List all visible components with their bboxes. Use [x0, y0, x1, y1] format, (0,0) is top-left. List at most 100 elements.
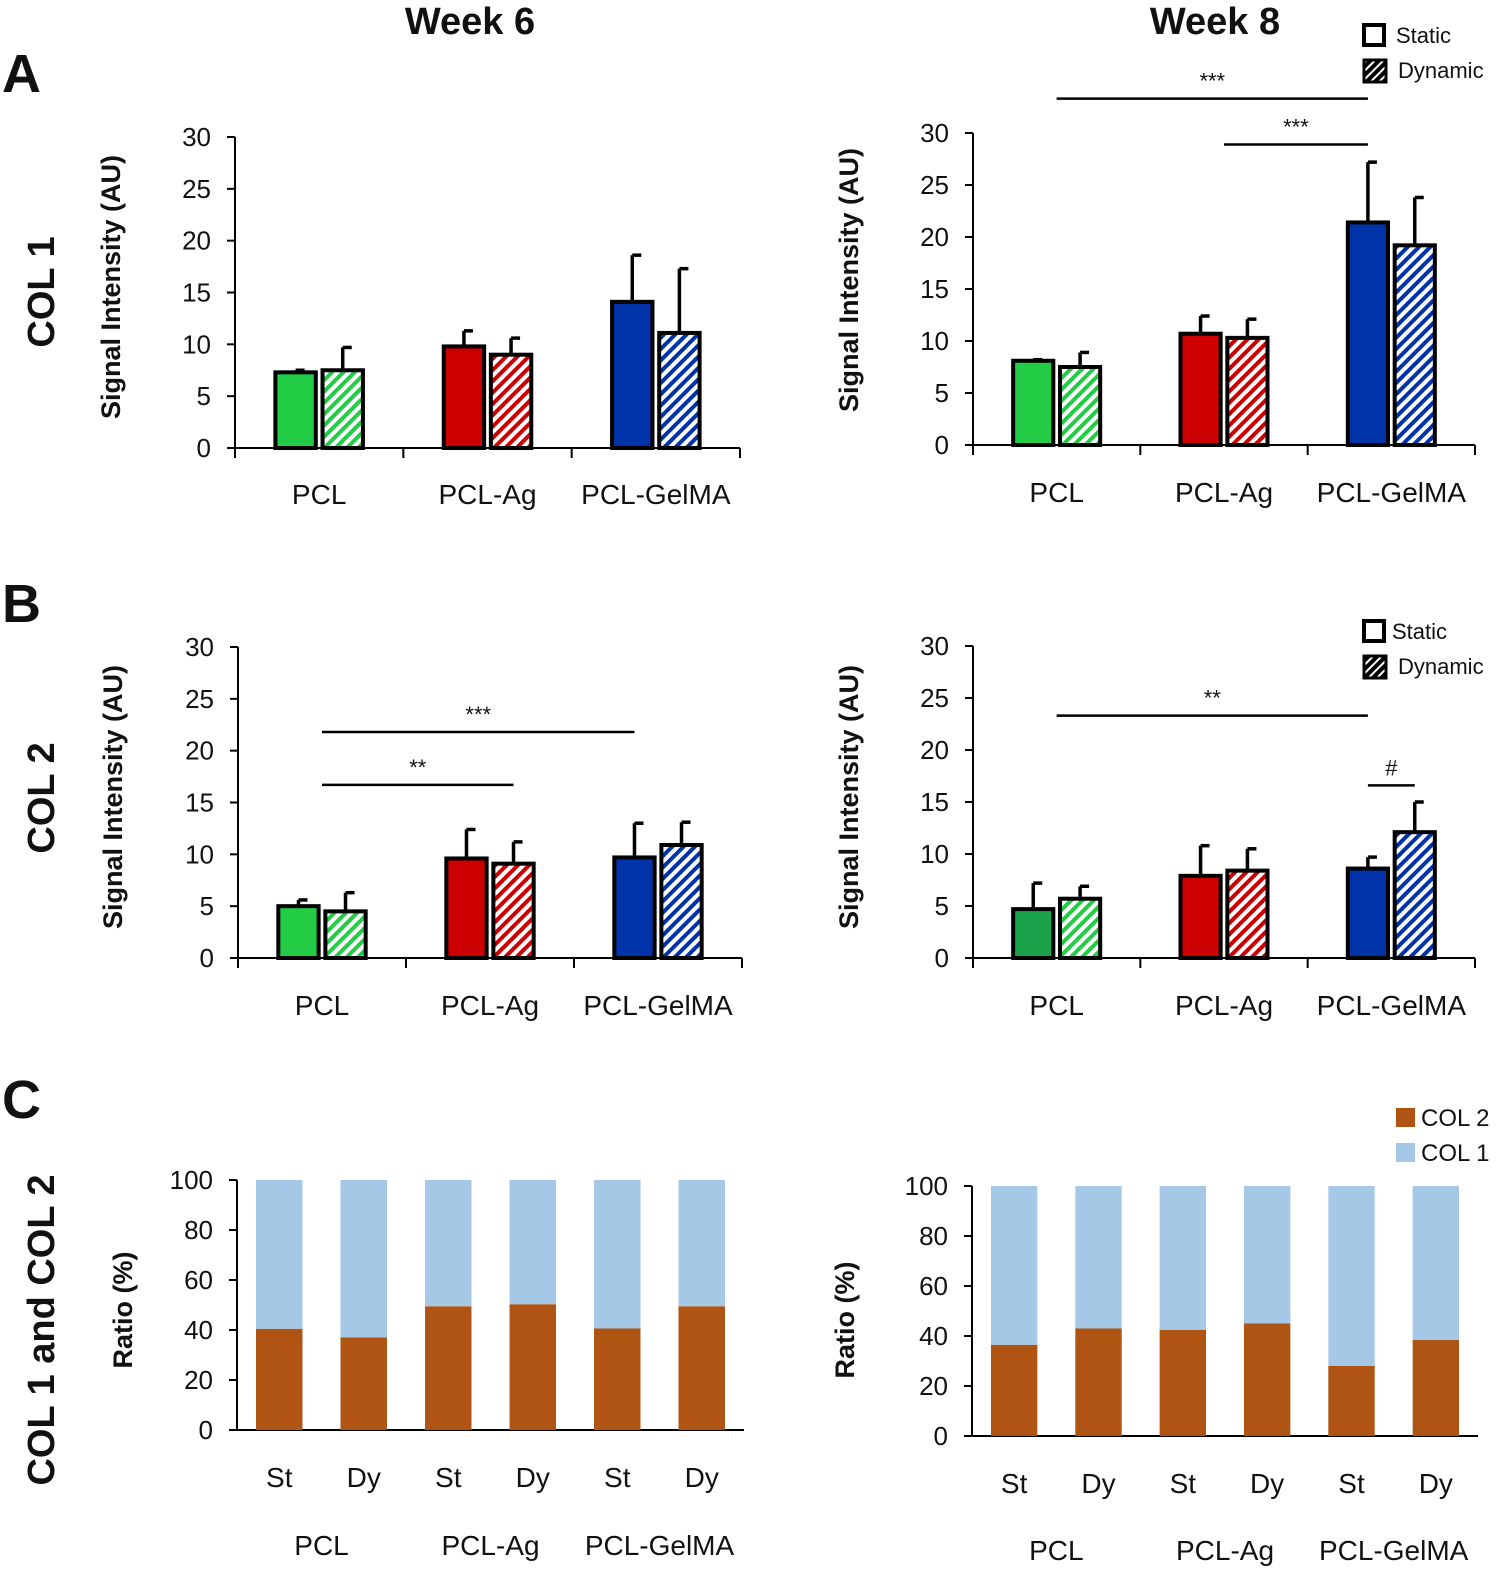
y-tick-label: 15 — [182, 278, 211, 308]
y-tick-label: 0 — [934, 1421, 948, 1451]
x-category-label: PCL-GelMA — [1317, 477, 1467, 508]
stacked-segment-col1 — [1075, 1186, 1122, 1329]
y-tick-label: 25 — [920, 170, 949, 200]
x-group-label: PCL — [1029, 1535, 1083, 1566]
legend-static-swatch — [1362, 619, 1386, 643]
stacked-segment-col2 — [1328, 1366, 1375, 1436]
y-tick-label: 100 — [905, 1171, 948, 1201]
y-tick-label: 60 — [184, 1265, 213, 1295]
y-tick-label: 0 — [200, 943, 214, 973]
bar-dynamic — [1058, 365, 1103, 447]
y-tick-label: 30 — [920, 118, 949, 148]
bar-static — [441, 344, 487, 451]
x-category-label: PCL — [1029, 477, 1083, 508]
col-title-week6: Week 6 — [405, 1, 535, 43]
stacked-segment-col2 — [678, 1306, 725, 1430]
x-bar-label: St — [1170, 1468, 1197, 1499]
y-axis-label: Signal Intensity (AU) — [834, 148, 864, 412]
significance-label: ** — [409, 755, 427, 780]
y-tick-label: 10 — [920, 839, 949, 869]
legend-top: Static Dynamic — [1362, 23, 1484, 84]
y-tick-label: 5 — [935, 891, 949, 921]
bar-static — [1178, 873, 1223, 961]
x-bar-label: St — [1001, 1468, 1028, 1499]
charts: 0 5 10 15 20 25 30 Signal Intensity (AU) PCL PCL-… — [96, 69, 1478, 1566]
bar-dynamic — [1225, 868, 1270, 961]
y-tick-label: 30 — [185, 632, 214, 662]
y-tick-label: 80 — [184, 1215, 213, 1245]
bar-static — [1011, 358, 1056, 448]
y-tick-label: 10 — [185, 839, 214, 869]
bar-static — [1011, 907, 1056, 960]
x-bar-label: St — [604, 1462, 631, 1493]
stacked-segment-col1 — [678, 1180, 725, 1307]
significance-label: *** — [1199, 69, 1225, 94]
stacked-segment-col2 — [425, 1306, 472, 1430]
stacked-segment-col1 — [425, 1180, 472, 1307]
y-tick-label: 0 — [935, 943, 949, 973]
x-category-label: PCL — [1029, 990, 1083, 1021]
bar-dynamic — [491, 861, 536, 960]
y-tick-label: 30 — [182, 122, 211, 152]
stacked-segment-col2 — [1159, 1329, 1207, 1436]
y-tick-label: 100 — [170, 1165, 213, 1195]
row-label-col1: COL 1 — [21, 236, 63, 347]
x-bar-label: Dy — [1250, 1468, 1284, 1499]
y-tick-label: 20 — [920, 222, 949, 252]
bar-dynamic — [1225, 335, 1270, 448]
x-bar-label: Dy — [347, 1462, 381, 1493]
x-bar-label: Dy — [516, 1462, 550, 1493]
x-category-label: PCL-GelMA — [581, 479, 731, 510]
stacked-segment-col2 — [990, 1344, 1038, 1436]
panel-label-b: B — [2, 574, 41, 634]
bar-dynamic — [488, 352, 534, 451]
stacked-segment-col2 — [509, 1304, 556, 1430]
panel-label-c: C — [2, 1070, 41, 1130]
y-axis-label: Signal Intensity (AU) — [98, 665, 128, 929]
bar-static — [612, 855, 657, 961]
chart-b8: 0 5 10 15 20 25 30 Signal Intensity (AU) PCL PCL-… — [834, 631, 1476, 1021]
y-tick-label: 10 — [182, 329, 211, 359]
stacked-segment-col1 — [340, 1180, 387, 1338]
y-tick-label: 15 — [920, 787, 949, 817]
significance-label: # — [1385, 755, 1398, 780]
bar-dynamic — [659, 843, 704, 961]
y-tick-label: 15 — [920, 274, 949, 304]
x-bar-label: St — [1338, 1468, 1365, 1499]
stacked-segment-col1 — [1243, 1186, 1291, 1324]
col-title-week8: Week 8 — [1150, 1, 1280, 43]
stacked-segment-col1 — [990, 1186, 1038, 1345]
y-tick-label: 10 — [920, 326, 949, 356]
x-bar-label: St — [266, 1462, 293, 1493]
x-group-label: PCL-Ag — [1176, 1535, 1274, 1566]
x-category-label: PCL-GelMA — [583, 990, 733, 1021]
legend-dynamic-swatch — [1362, 654, 1388, 680]
legend-dynamic-label: Dynamic — [1398, 58, 1484, 83]
y-tick-label: 0 — [935, 430, 949, 460]
bar-static — [1345, 220, 1390, 447]
x-category-label: PCL-Ag — [441, 990, 539, 1021]
stacked-segment-col1 — [1328, 1186, 1375, 1366]
row-label-col2: COL 2 — [21, 742, 63, 853]
legend-col2-swatch — [1396, 1108, 1415, 1127]
x-category-label: PCL-GelMA — [1317, 990, 1467, 1021]
stacked-segment-col1 — [594, 1180, 641, 1329]
x-category-label: PCL — [292, 479, 346, 510]
y-tick-label: 0 — [199, 1415, 213, 1445]
significance-label: *** — [465, 702, 491, 727]
y-tick-label: 20 — [184, 1365, 213, 1395]
stacked-segment-col1 — [1412, 1186, 1460, 1340]
y-tick-label: 25 — [182, 174, 211, 204]
bar-static — [610, 299, 655, 450]
legend-static-swatch — [1362, 23, 1386, 47]
x-category-label: PCL-Ag — [1175, 477, 1273, 508]
chart-c6: 0 20 40 60 80 100 Ratio (%) St Dy St Dy St Dy PCL PCL-… — [108, 1165, 744, 1561]
y-tick-label: 5 — [197, 381, 211, 411]
bar-static — [1178, 331, 1223, 447]
x-bar-label: St — [435, 1462, 462, 1493]
y-axis-label: Signal Intensity (AU) — [834, 665, 864, 929]
stacked-segment-col2 — [594, 1328, 641, 1430]
y-tick-label: 5 — [935, 378, 949, 408]
x-group-label: PCL-GelMA — [1319, 1535, 1469, 1566]
